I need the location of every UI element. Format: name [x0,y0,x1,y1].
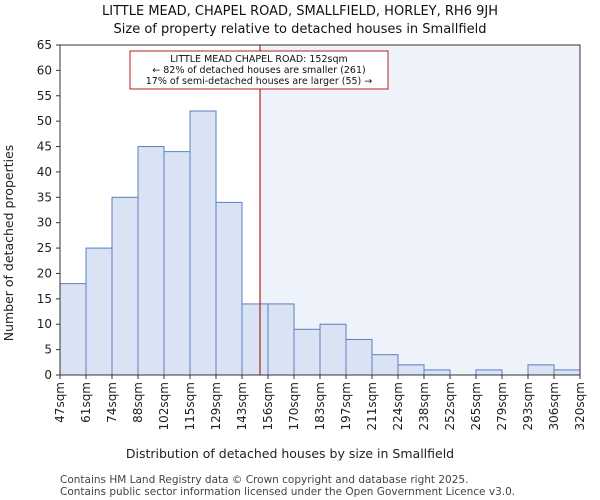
bar-102sqm [163,151,191,376]
x-tick-label: 238sqm [417,382,431,430]
x-tick-label: 306sqm [547,382,561,430]
bar-306sqm [553,369,581,376]
y-tick-label: 20 [37,266,52,280]
annotation-line-3: 17% of semi-detached houses are larger (… [146,76,373,87]
y-axis-label: Number of detached properties [1,145,16,342]
x-tick-label: 88sqm [131,382,145,423]
x-tick-label: 252sqm [443,382,457,430]
bar-61sqm [85,247,113,376]
x-tick-label: 61sqm [79,382,93,423]
bar-197sqm [345,338,373,376]
y-tick-label: 40 [37,165,52,179]
x-tick-label: 293sqm [521,382,535,430]
x-tick-label: 197sqm [339,382,353,430]
annotation-box [129,50,389,90]
x-tick-label: 74sqm [105,382,119,423]
bar-88sqm [137,146,165,376]
x-tick-label: 129sqm [209,382,223,430]
y-tick-label: 15 [37,292,52,306]
bar-183sqm [319,323,347,376]
footer-line-1: Contains HM Land Registry data © Crown c… [60,474,468,486]
chart-title: LITTLE MEAD, CHAPEL ROAD, SMALLFIELD, HO… [102,4,498,19]
x-tick-label: 156sqm [261,382,275,430]
bar-47sqm [59,283,87,376]
x-tick-label: 115sqm [183,382,197,430]
y-tick-label: 25 [37,241,52,255]
x-tick-label: 170sqm [287,382,301,430]
bar-156sqm [267,303,295,376]
x-tick-label: 211sqm [365,382,379,430]
y-tick-label: 5 [44,343,52,357]
y-tick-label: 55 [37,89,52,103]
x-tick-label: 183sqm [313,382,327,430]
bar-115sqm [189,110,217,376]
x-tick-label: 265sqm [469,382,483,430]
bar-129sqm [215,201,243,376]
y-tick-label: 30 [37,216,52,230]
x-tick-label: 279sqm [495,382,509,430]
x-tick-label: 47sqm [53,382,67,423]
bar-170sqm [293,328,321,376]
bar-211sqm [371,354,399,376]
y-tick-label: 65 [37,38,52,52]
y-tick-label: 0 [44,368,52,382]
bar-143sqm [241,303,269,376]
bar-238sqm [423,369,451,376]
highlight-region [260,45,580,375]
y-tick-label: 45 [37,140,52,154]
y-tick-label: 10 [37,317,52,331]
bar-265sqm [475,369,503,376]
bar-224sqm [397,364,425,376]
annotation-line-1: LITTLE MEAD CHAPEL ROAD: 152sqm [170,54,348,65]
annotation-line-2: ← 82% of detached houses are smaller (26… [152,65,365,76]
y-tick-label: 50 [37,114,52,128]
x-tick-label: 143sqm [235,382,249,430]
x-tick-label: 320sqm [573,382,587,430]
bar-293sqm [527,364,555,376]
plot-area: 0 5 10 15 20 25 30 35 40 45 50 55 60 65 47sqm 61sqm 74sq… [37,38,587,430]
x-axis-label: Distribution of detached houses by size … [126,446,454,461]
x-tick-label: 102sqm [157,382,171,430]
y-tick-label: 60 [37,63,52,77]
y-tick-label: 35 [37,190,52,204]
footer-line-2: Contains public sector information licen… [60,486,515,498]
bar-74sqm [111,196,139,376]
chart-subtitle: Size of property relative to detached ho… [114,22,487,37]
x-tick-label: 224sqm [391,382,405,430]
